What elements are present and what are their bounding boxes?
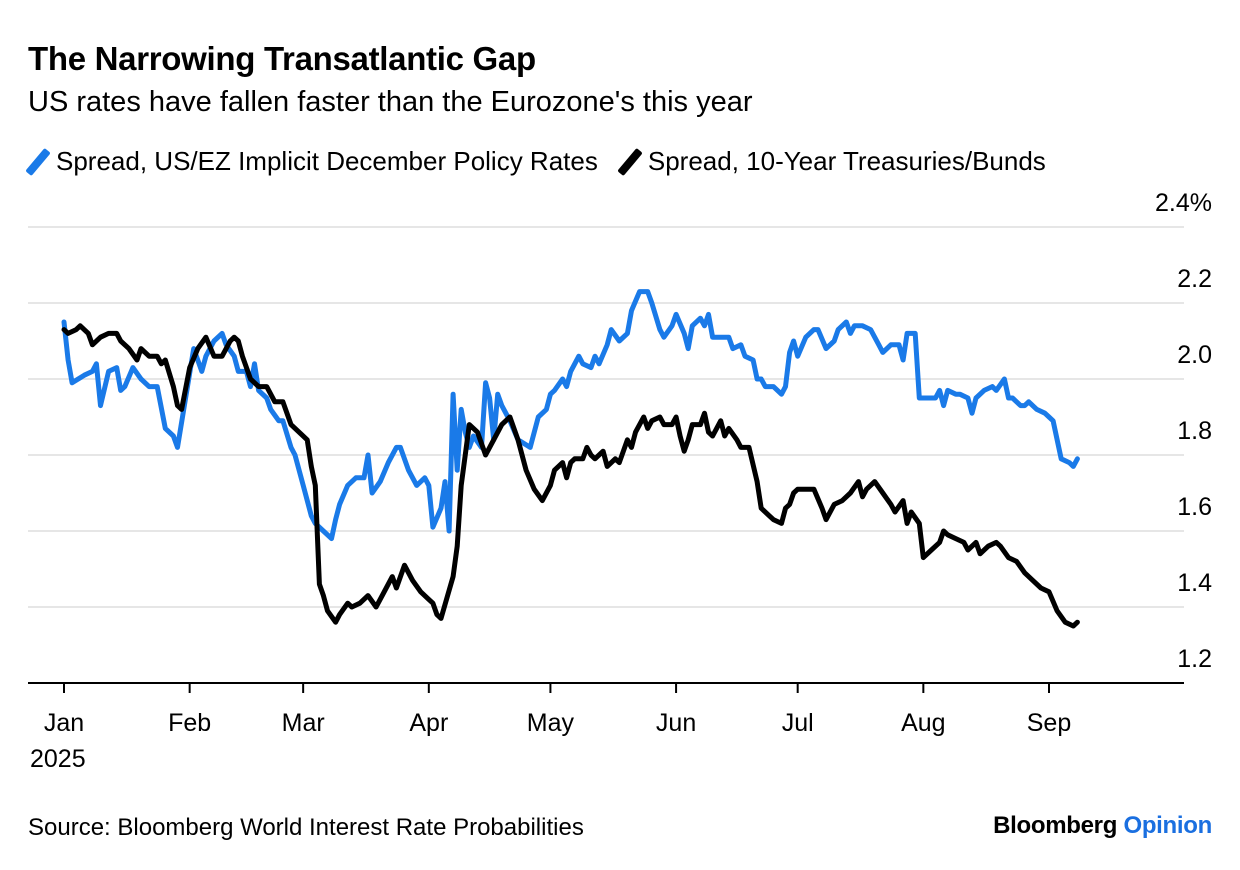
y-tick-label: 1.4 [1177, 569, 1212, 597]
y-tick-label: 2.0 [1177, 341, 1212, 369]
y-tick-label: 2.2 [1177, 265, 1212, 293]
legend-label-policy-spread: Spread, US/EZ Implicit December Policy R… [56, 146, 598, 176]
legend-item-policy-spread: Spread, US/EZ Implicit December Policy R… [25, 146, 598, 177]
x-tick-label: Mar [282, 709, 325, 737]
legend-label-bond-spread: Spread, 10-Year Treasuries/Bunds [647, 146, 1046, 176]
x-tick-label: Apr [409, 709, 448, 737]
x-tick-label: Feb [168, 709, 211, 737]
y-tick-label: 1.8 [1177, 417, 1212, 445]
source-note: Source: Bloomberg World Interest Rate Pr… [28, 814, 584, 841]
x-tick-label: Jun [656, 709, 696, 737]
x-tick-label: Jan [44, 709, 84, 737]
y-tick-label: 2.4% [1155, 189, 1212, 217]
x-tick-label: Sep [1027, 709, 1071, 737]
brand-opinion: Opinion [1123, 812, 1212, 839]
x-tick-label: Aug [901, 709, 945, 737]
series-line-policy-spread [61, 289, 1080, 542]
x-tick-label: Jul [782, 709, 814, 737]
y-tick-label: 1.2 [1177, 645, 1212, 673]
x-tick-label: May [527, 709, 575, 737]
x-tick-year: 2025 [30, 745, 86, 773]
brand-main: Bloomberg [993, 812, 1118, 839]
chart-subtitle: US rates have fallen faster than the Eur… [28, 86, 753, 118]
chart-legend: Spread, US/EZ Implicit December Policy R… [25, 146, 1068, 177]
series-line-bond-spread [61, 323, 1080, 629]
y-tick-label: 1.6 [1177, 493, 1212, 521]
chart-title: The Narrowing Transatlantic Gap [28, 40, 536, 77]
brand-logo: Bloomberg Opinion [993, 812, 1212, 840]
legend-item-bond-spread: Spread, 10-Year Treasuries/Bunds [617, 146, 1046, 177]
